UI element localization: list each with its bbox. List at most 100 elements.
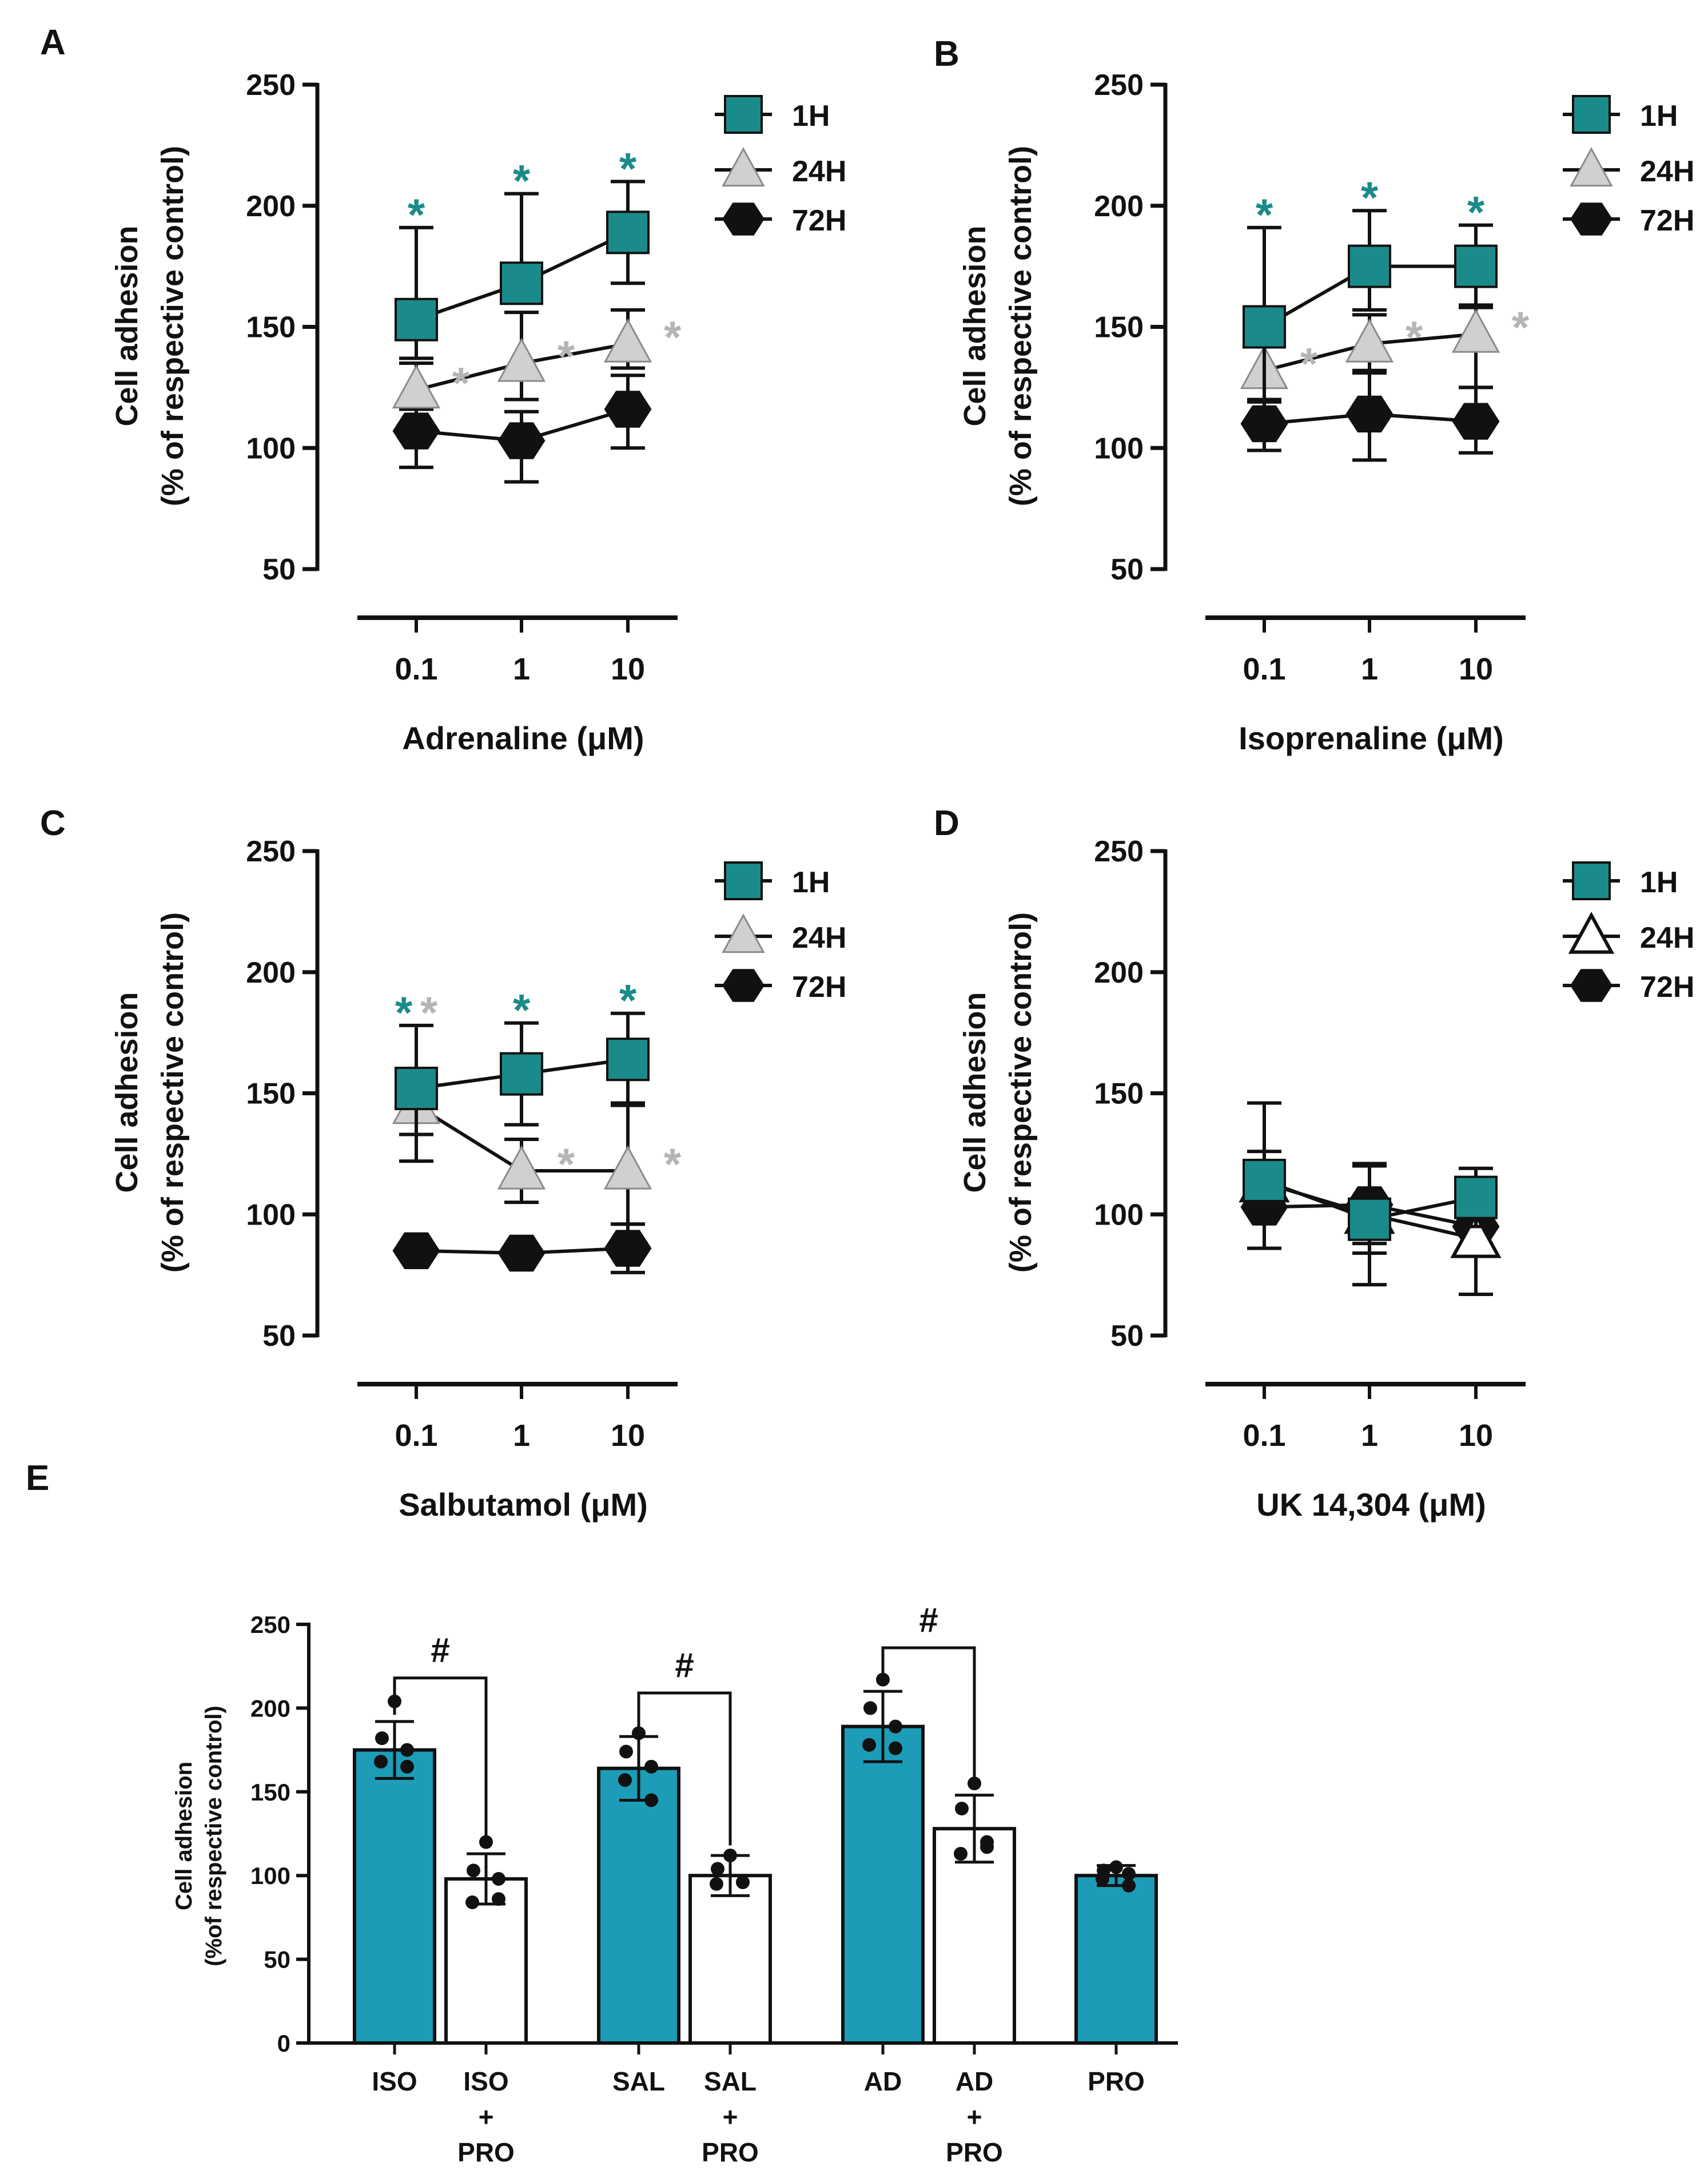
- bar: [841, 1724, 925, 2045]
- x-tick-label: 1: [1361, 1418, 1378, 1453]
- y-tick-label: 250: [1094, 69, 1144, 102]
- significance-asterisk: *: [1406, 312, 1423, 362]
- panel-letter: E: [26, 1458, 49, 1498]
- data-point: [497, 1234, 546, 1272]
- legend-label: 24H: [1640, 155, 1694, 188]
- significance-asterisk: *: [1300, 339, 1318, 389]
- legend-item-72h: 72H: [1563, 202, 1694, 237]
- data-point: [392, 412, 440, 450]
- y-label-line-2: (% of respective control): [156, 146, 190, 506]
- y-tick-label: 100: [246, 432, 296, 465]
- bar: [353, 1748, 436, 2045]
- data-point: [1240, 405, 1288, 443]
- data-dot: [1122, 1867, 1136, 1881]
- data-dot: [492, 1872, 505, 1886]
- bar-group: SAL: [597, 1726, 680, 2096]
- data-dot: [400, 1759, 414, 1774]
- legend-marker: [724, 861, 763, 900]
- series-1h: [395, 1011, 650, 1163]
- bar-label: AD: [955, 2066, 993, 2096]
- series-1h: [1243, 209, 1498, 402]
- bar-group: ISO: [353, 1694, 436, 2096]
- data-dot: [400, 1743, 414, 1757]
- legend-marker: [722, 202, 765, 236]
- y-tick-label: 150: [246, 1078, 296, 1111]
- legend-label: 72H: [1640, 204, 1694, 237]
- legend-label: 72H: [792, 204, 846, 237]
- data-point: [606, 210, 650, 255]
- y-label-line-2: (% of respective control): [156, 912, 190, 1273]
- y-tick-label: 200: [1094, 190, 1144, 223]
- y-tick-label: 100: [246, 1198, 296, 1231]
- panel-letter: D: [934, 804, 959, 843]
- data-point: [1348, 1197, 1391, 1241]
- data-point: [603, 1145, 652, 1190]
- significance-asterisk: *: [395, 987, 413, 1038]
- significance-asterisk: *: [664, 1139, 682, 1189]
- y-tick-label: 150: [1094, 1078, 1144, 1111]
- y-tick-label: 100: [1094, 432, 1144, 465]
- x-axis-title: Adrenaline (μM): [402, 720, 644, 756]
- legend-item-24h: 24H: [715, 913, 846, 955]
- data-dot: [619, 1744, 633, 1759]
- data-point: [395, 297, 438, 341]
- data-point: [1452, 403, 1500, 440]
- bar: [597, 1766, 680, 2045]
- panel-c: C 50 100 150 200 250 Cell adhesion (% of respec…: [40, 804, 846, 1523]
- y-tick-label: 200: [250, 1695, 290, 1722]
- panel-e: E 0 50 100 150 200 250 Cell adhesion (%of respec…: [26, 1458, 1178, 2167]
- legend-label: 72H: [792, 971, 846, 1004]
- data-dot: [1109, 1860, 1123, 1874]
- panel-letter: C: [40, 804, 66, 843]
- y-tick-label: 150: [246, 311, 296, 344]
- legend-item-1h: 1H: [715, 861, 830, 900]
- legend-marker: [722, 147, 765, 187]
- significance-bracket: #: [881, 1601, 976, 1786]
- x-tick-label: 0.1: [1243, 1418, 1285, 1453]
- data-dot: [710, 1877, 723, 1891]
- data-dot: [889, 1741, 902, 1755]
- x-tick-label: 10: [1459, 1418, 1493, 1453]
- significance-asterisk: *: [513, 985, 531, 1035]
- bar-label: PRO: [702, 2137, 759, 2167]
- y-axis-title: Cell adhesion (% of respective control): [958, 146, 1038, 506]
- y-tick-label: 100: [1094, 1198, 1144, 1231]
- data-point: [603, 318, 652, 363]
- bar-label: AD: [864, 2066, 902, 2096]
- bar-label: +: [967, 2102, 982, 2132]
- legend-marker: [1568, 911, 1615, 954]
- bar-label: ISO: [463, 2066, 508, 2096]
- data-point: [1243, 1158, 1286, 1202]
- significance-asterisk: *: [1467, 187, 1485, 237]
- significance-asterisk: *: [420, 987, 438, 1038]
- x-tick-label: 10: [611, 652, 645, 686]
- significance-asterisk: *: [513, 156, 531, 206]
- bracket-line: [393, 1676, 488, 1844]
- bracket-line: [637, 1691, 732, 1846]
- legend-item-72h: 72H: [715, 202, 846, 237]
- data-point: [1345, 318, 1394, 363]
- data-point: [395, 1067, 438, 1111]
- x-tick-label: 1: [513, 652, 530, 686]
- bar-label: SAL: [704, 2066, 757, 2096]
- y-label-line-2: (%of respective control): [201, 1706, 226, 1966]
- significance-asterisk: *: [452, 357, 470, 408]
- data-dot: [467, 1863, 480, 1878]
- significance-asterisk: *: [558, 1139, 575, 1189]
- significance-hash: #: [675, 1646, 694, 1684]
- y-tick-label: 200: [1094, 956, 1144, 989]
- bar-label: +: [723, 2102, 738, 2132]
- data-point: [1454, 244, 1498, 288]
- significance-asterisk: *: [1256, 189, 1273, 240]
- legend-marker: [722, 969, 765, 1002]
- y-label-line-1: Cell adhesion: [110, 225, 144, 426]
- data-point: [500, 1052, 543, 1096]
- bar-label: ISO: [372, 2066, 417, 2096]
- legend-label: 1H: [1640, 100, 1678, 133]
- x-tick-label: 0.1: [1243, 652, 1285, 686]
- bar-group: PRO: [1074, 1860, 1158, 2096]
- bar-label: +: [479, 2102, 494, 2132]
- x-axis-title: Isoprenaline (μM): [1239, 720, 1504, 756]
- legend-item-1h: 1H: [1563, 95, 1678, 134]
